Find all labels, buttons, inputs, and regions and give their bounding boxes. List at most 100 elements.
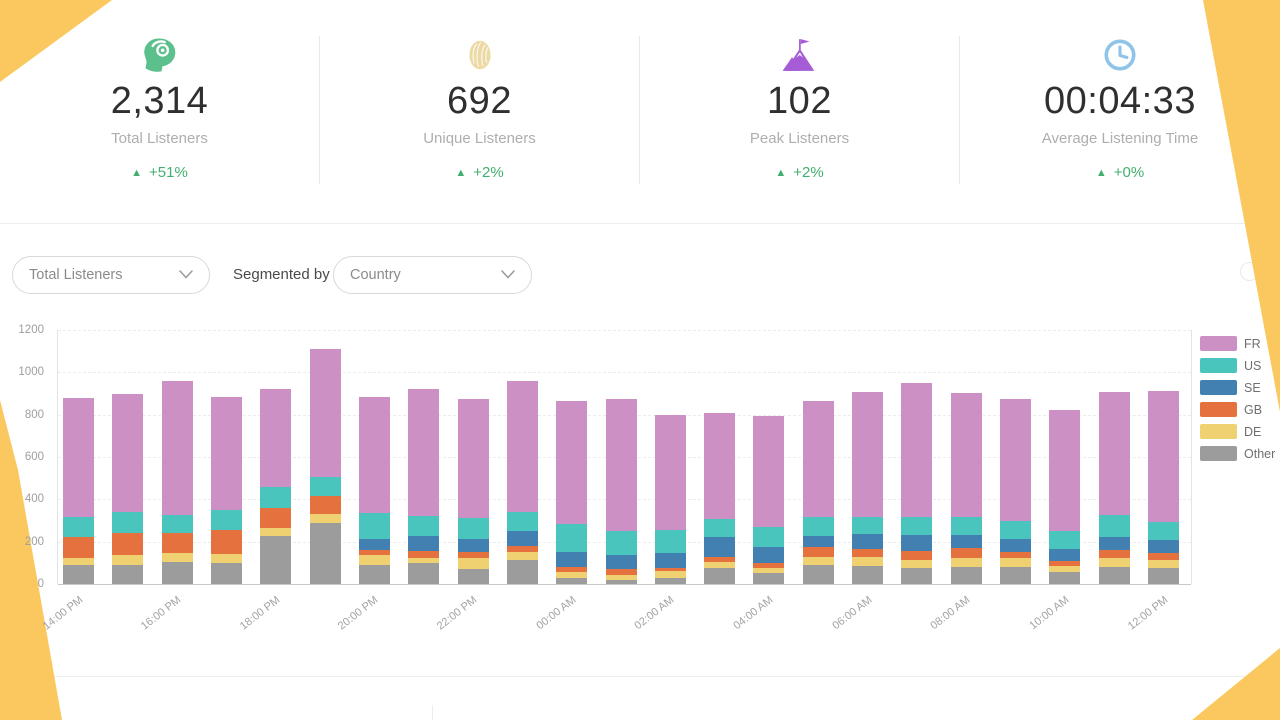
bar-segment-other[interactable] (852, 566, 884, 584)
bar-segment-gb[interactable] (1098, 550, 1130, 558)
bar-segment-fr[interactable] (260, 389, 292, 487)
bar-segment-fr[interactable] (457, 398, 489, 519)
bar-segment-de[interactable] (1049, 566, 1081, 573)
bar-segment-gb[interactable] (852, 549, 884, 557)
bar-segment-de[interactable] (112, 555, 144, 565)
bar-segment-fr[interactable] (852, 392, 884, 518)
bar-segment-other[interactable] (654, 577, 686, 584)
bar-segment-se[interactable] (802, 536, 834, 547)
bar-segment-de[interactable] (753, 568, 785, 574)
bar-segment-us[interactable] (654, 530, 686, 554)
stacked-bar[interactable] (161, 380, 193, 584)
bar-segment-de[interactable] (802, 556, 834, 565)
legend-item-se[interactable]: SE (1200, 380, 1275, 395)
bar-segment-other[interactable] (1148, 568, 1180, 584)
bar-segment-fr[interactable] (161, 380, 193, 516)
bar-segment-de[interactable] (1000, 557, 1032, 568)
stacked-bar[interactable] (1148, 391, 1180, 584)
bar-segment-de[interactable] (654, 571, 686, 578)
stacked-bar[interactable] (260, 389, 292, 584)
bar-segment-other[interactable] (1049, 572, 1081, 584)
stacked-bar[interactable] (950, 392, 982, 584)
stacked-bar[interactable] (753, 415, 785, 584)
bar-segment-gb[interactable] (556, 567, 588, 573)
bar-segment-other[interactable] (753, 573, 785, 584)
bar-segment-gb[interactable] (605, 569, 637, 575)
bar-segment-us[interactable] (802, 517, 834, 537)
bar-segment-other[interactable] (112, 564, 144, 584)
bar-segment-us[interactable] (408, 516, 440, 537)
bar-segment-se[interactable] (1049, 549, 1081, 561)
bar-segment-fr[interactable] (506, 380, 538, 513)
bar-segment-us[interactable] (309, 477, 341, 497)
bar-segment-gb[interactable] (309, 496, 341, 515)
stacked-bar[interactable] (852, 392, 884, 584)
bar-segment-us[interactable] (457, 518, 489, 539)
bar-segment-de[interactable] (309, 514, 341, 523)
bar-segment-gb[interactable] (753, 562, 785, 569)
bar-segment-fr[interactable] (112, 393, 144, 513)
metric-dropdown[interactable]: Total Listeners (12, 256, 210, 294)
legend-item-other[interactable]: Other (1200, 446, 1275, 461)
bar-segment-other[interactable] (605, 579, 637, 584)
bar-segment-de[interactable] (901, 559, 933, 569)
bar-segment-us[interactable] (260, 486, 292, 508)
bar-segment-se[interactable] (408, 536, 440, 552)
bar-segment-other[interactable] (408, 562, 440, 584)
bar-segment-other[interactable] (457, 569, 489, 584)
bar-segment-fr[interactable] (704, 412, 736, 520)
bar-segment-us[interactable] (704, 519, 736, 538)
bar-segment-gb[interactable] (506, 545, 538, 553)
bar-segment-us[interactable] (901, 517, 933, 536)
bar-segment-gb[interactable] (1000, 552, 1032, 558)
bar-segment-gb[interactable] (802, 546, 834, 557)
bar-segment-us[interactable] (506, 512, 538, 532)
bar-segment-us[interactable] (1098, 515, 1130, 538)
bar-segment-de[interactable] (605, 574, 637, 580)
stacked-bar[interactable] (112, 393, 144, 584)
bar-segment-se[interactable] (605, 555, 637, 570)
bar-segment-us[interactable] (1049, 531, 1081, 550)
bar-segment-other[interactable] (704, 568, 736, 584)
stacked-bar[interactable] (457, 398, 489, 584)
stacked-bar[interactable] (1049, 410, 1081, 584)
bar-segment-de[interactable] (1098, 557, 1130, 568)
bar-segment-gb[interactable] (901, 551, 933, 560)
legend-item-de[interactable]: DE (1200, 424, 1275, 439)
bar-segment-fr[interactable] (408, 389, 440, 517)
bar-segment-gb[interactable] (210, 530, 242, 555)
bar-segment-de[interactable] (506, 552, 538, 560)
bar-segment-gb[interactable] (358, 550, 390, 556)
bar-segment-other[interactable] (260, 536, 292, 584)
bar-segment-se[interactable] (556, 552, 588, 568)
bar-segment-other[interactable] (210, 562, 242, 584)
bar-segment-de[interactable] (556, 572, 588, 578)
stacked-bar[interactable] (605, 398, 637, 584)
stacked-bar[interactable] (309, 349, 341, 584)
bar-segment-de[interactable] (358, 555, 390, 565)
bar-segment-gb[interactable] (260, 507, 292, 528)
bar-segment-de[interactable] (161, 553, 193, 562)
bar-segment-us[interactable] (358, 513, 390, 539)
bar-segment-other[interactable] (1098, 567, 1130, 584)
bar-segment-fr[interactable] (950, 392, 982, 518)
stacked-bar[interactable] (901, 382, 933, 584)
bar-segment-de[interactable] (408, 557, 440, 563)
bar-segment-se[interactable] (1098, 537, 1130, 551)
bar-segment-other[interactable] (358, 564, 390, 584)
bar-segment-fr[interactable] (1098, 392, 1130, 516)
bar-segment-se[interactable] (654, 553, 686, 569)
bar-segment-us[interactable] (556, 523, 588, 553)
bar-segment-se[interactable] (753, 546, 785, 563)
bar-segment-other[interactable] (950, 567, 982, 584)
stacked-bar[interactable] (358, 396, 390, 584)
bar-segment-de[interactable] (210, 554, 242, 563)
bar-segment-fr[interactable] (1000, 398, 1032, 521)
stacked-bar[interactable] (654, 414, 686, 584)
bar-segment-fr[interactable] (753, 415, 785, 527)
bar-segment-other[interactable] (802, 564, 834, 584)
stacked-bar[interactable] (506, 380, 538, 584)
bar-segment-se[interactable] (1000, 538, 1032, 553)
bar-segment-fr[interactable] (654, 414, 686, 531)
bar-segment-other[interactable] (901, 568, 933, 584)
